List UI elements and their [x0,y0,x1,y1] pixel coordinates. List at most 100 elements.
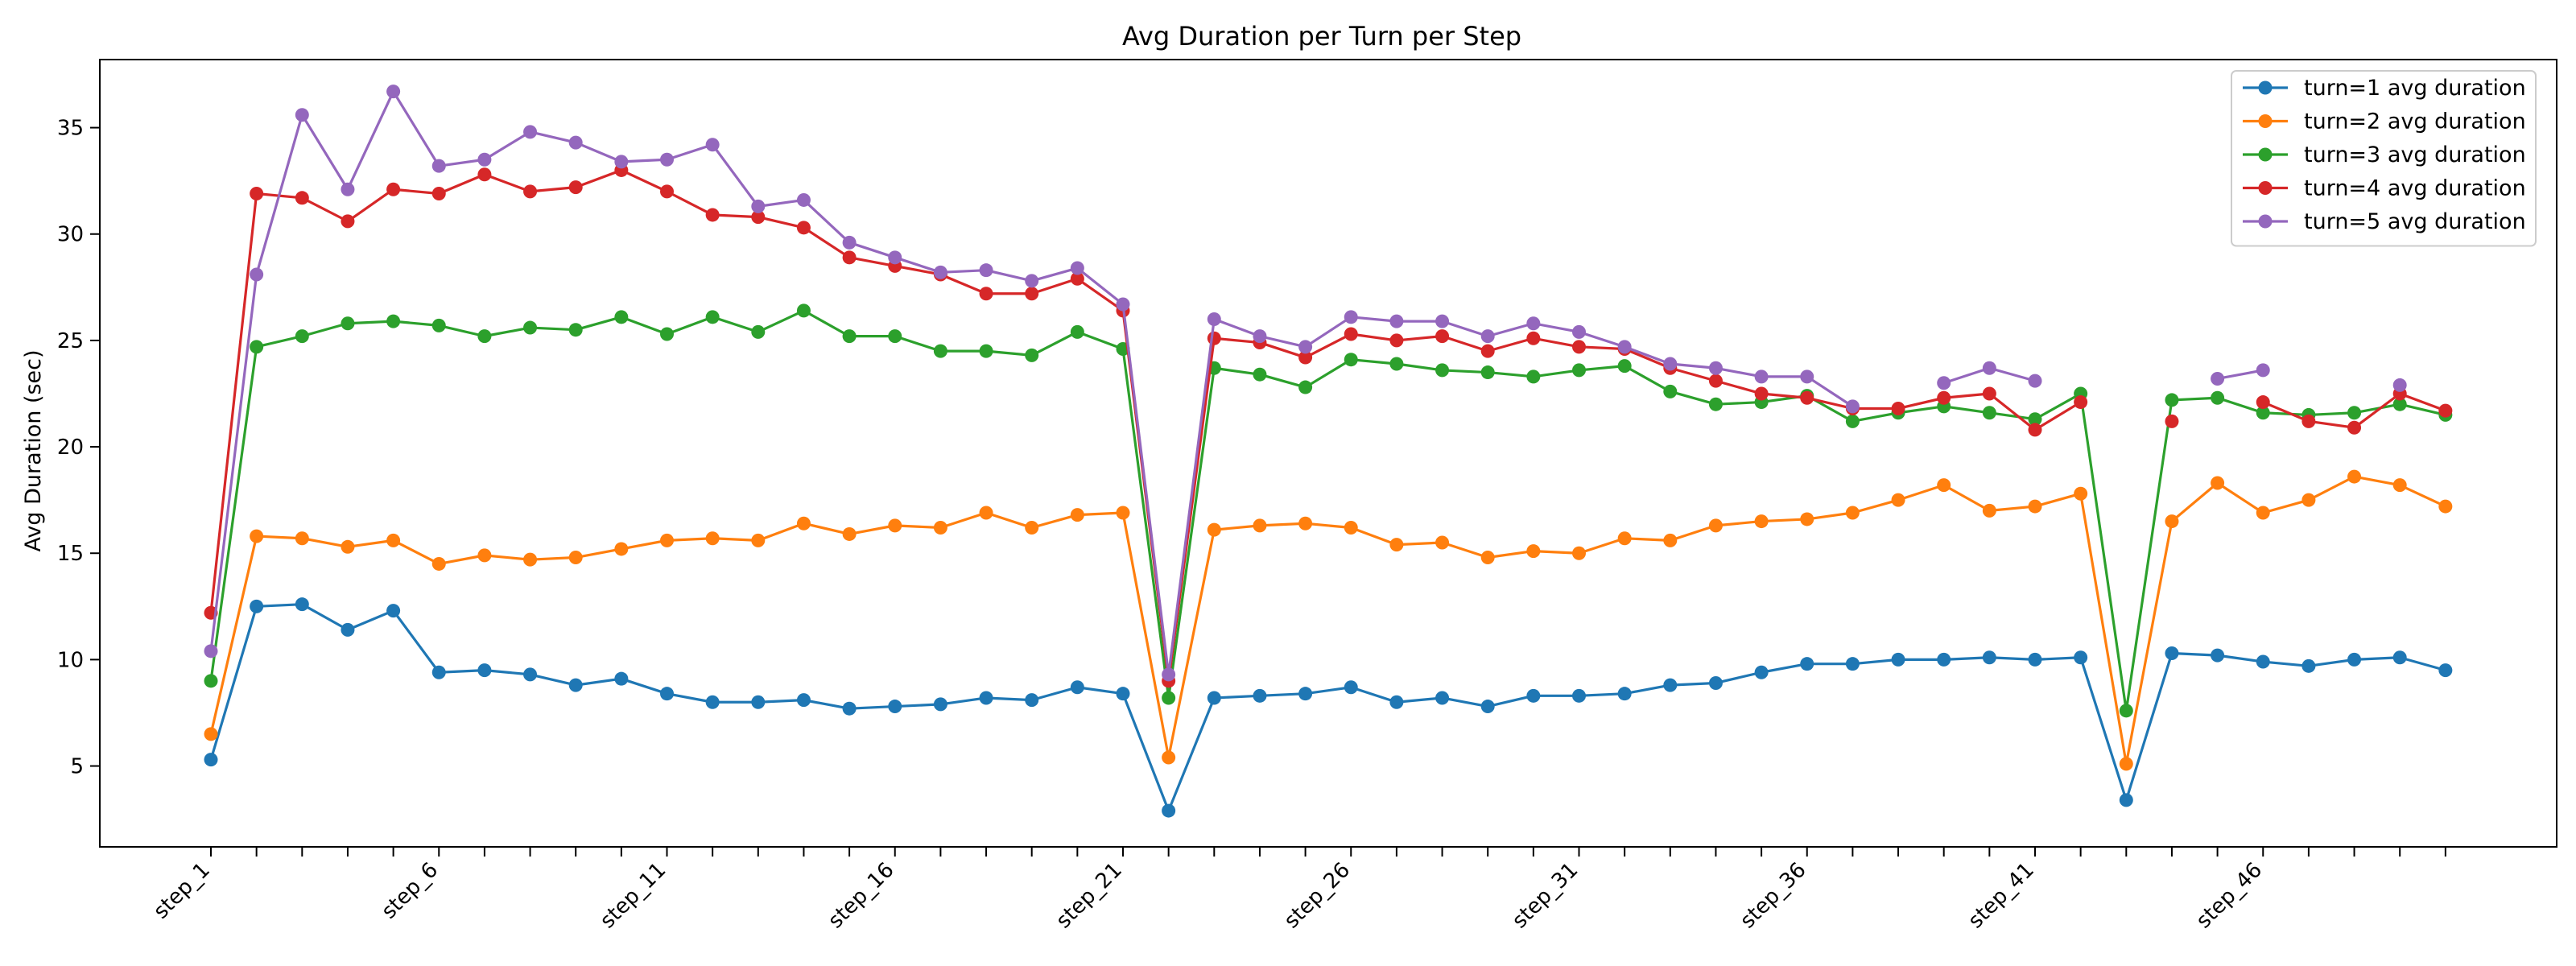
data-point [1344,310,1358,324]
data-point [979,344,993,358]
data-point [1572,363,1586,378]
legend-label: turn=1 avg duration [2304,76,2526,101]
series-line [209,475,2446,766]
data-point [1070,324,1084,339]
data-point [1207,691,1221,705]
data-point [1982,650,1996,665]
data-point [2028,423,2042,437]
data-point [1070,680,1084,695]
data-point [1298,340,1313,354]
data-point [2165,646,2179,660]
data-point [1435,329,1450,344]
data-point [1526,544,1541,559]
data-point [796,192,811,207]
data-point [386,604,401,618]
data-point [2301,658,2316,673]
series-1 [204,597,2453,818]
data-point [1572,340,1586,354]
data-point [614,542,629,556]
data-point [2438,403,2453,418]
data-point [386,182,401,196]
data-point [1480,700,1495,714]
data-point [1754,514,1769,529]
data-point [2028,374,2042,388]
y-axis-title: Avg Duration (sec) [21,349,46,551]
data-point [1982,503,1996,518]
data-point [1389,538,1404,552]
data-point [705,208,720,222]
data-point [1070,261,1084,275]
data-point [1025,287,1039,301]
data-point [1617,687,1632,701]
data-point [1982,386,1996,401]
data-point [2301,493,2316,507]
data-point [1435,691,1450,705]
legend-marker [2258,181,2273,195]
data-point [2392,397,2407,411]
data-point [1754,369,1769,384]
series-2 [204,469,2453,771]
data-point [477,152,492,167]
data-point [1845,506,1860,520]
data-point [341,622,355,637]
y-tick-label: 25 [57,329,84,353]
data-point [1526,316,1541,331]
data-point [568,135,583,150]
data-point [1389,357,1404,371]
legend-label: turn=2 avg duration [2304,109,2526,134]
data-point [1298,516,1313,530]
data-point [2119,793,2133,807]
data-point [1298,350,1313,365]
data-point [1344,521,1358,535]
data-point [1389,695,1404,709]
data-point [1025,274,1039,288]
data-point [705,138,720,152]
data-point [1162,750,1176,765]
data-point [2438,663,2453,678]
data-point [2165,414,2179,428]
series-line [2217,369,2264,381]
legend-marker [2258,80,2273,95]
data-point [796,221,811,235]
data-point [842,526,857,541]
data-point [1937,652,1951,667]
data-point [1253,518,1267,533]
data-point [933,521,947,535]
data-point [796,693,811,708]
data-point [2028,499,2042,514]
data-point [2211,371,2225,386]
data-point [1708,374,1723,388]
data-point [2392,478,2407,493]
data-point [204,753,218,767]
data-point [523,125,538,139]
data-point [1800,657,1814,671]
legend-marker [2258,147,2273,162]
data-point [1663,533,1678,547]
data-point [2211,390,2225,405]
data-point [1435,535,1450,550]
data-point [523,552,538,567]
data-point [751,199,766,213]
data-point [1708,397,1723,411]
data-point [341,182,355,196]
data-point [1526,369,1541,384]
data-point [614,671,629,686]
data-point [341,539,355,554]
data-point [1253,329,1267,344]
data-point [2165,514,2179,529]
data-point [1207,522,1221,537]
data-point [295,329,309,344]
data-point [2347,652,2362,667]
data-point [1708,361,1723,375]
data-point [1435,314,1450,328]
data-point [2211,648,2225,663]
data-point [1480,551,1495,565]
data-point [705,695,720,709]
data-point [477,167,492,182]
data-point [1480,365,1495,380]
chart-title: Avg Duration per Turn per Step [1122,21,1521,52]
data-point [705,531,720,546]
data-point [477,548,492,563]
